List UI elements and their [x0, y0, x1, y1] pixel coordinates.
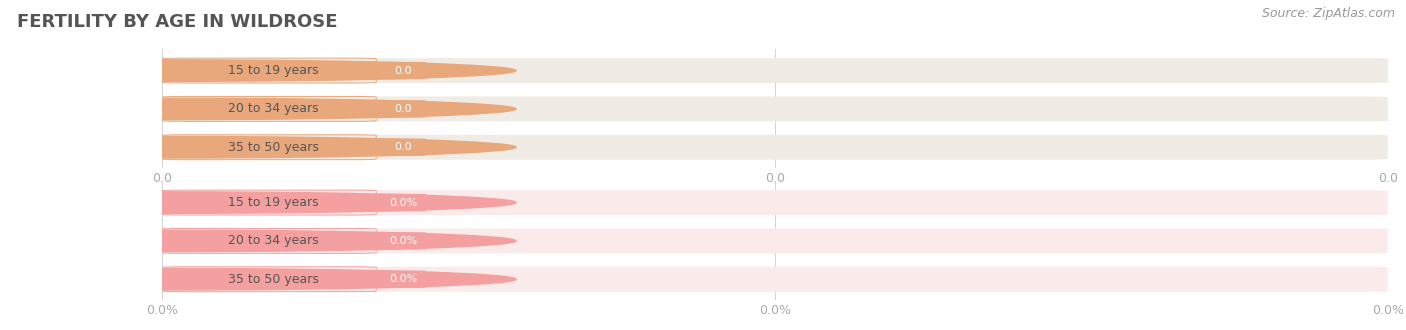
Text: 0.0%: 0.0%: [389, 198, 418, 208]
Text: 0.0: 0.0: [395, 142, 412, 152]
FancyBboxPatch shape: [380, 271, 426, 288]
Text: 0.0%: 0.0%: [389, 274, 418, 284]
Text: 15 to 19 years: 15 to 19 years: [228, 64, 319, 77]
FancyBboxPatch shape: [380, 62, 426, 79]
FancyBboxPatch shape: [162, 58, 377, 83]
Circle shape: [0, 60, 516, 81]
FancyBboxPatch shape: [162, 96, 1388, 121]
Text: 20 to 34 years: 20 to 34 years: [228, 102, 319, 115]
Circle shape: [0, 269, 516, 290]
FancyBboxPatch shape: [380, 139, 426, 156]
Text: Source: ZipAtlas.com: Source: ZipAtlas.com: [1261, 7, 1395, 19]
Text: 35 to 50 years: 35 to 50 years: [228, 141, 319, 154]
Text: 0.0: 0.0: [395, 66, 412, 76]
Circle shape: [0, 192, 516, 213]
FancyBboxPatch shape: [162, 267, 1388, 292]
FancyBboxPatch shape: [162, 96, 377, 121]
Text: 35 to 50 years: 35 to 50 years: [228, 273, 319, 286]
Text: 15 to 19 years: 15 to 19 years: [228, 196, 319, 209]
FancyBboxPatch shape: [380, 100, 426, 117]
Text: 20 to 34 years: 20 to 34 years: [228, 234, 319, 248]
FancyBboxPatch shape: [162, 190, 1388, 215]
FancyBboxPatch shape: [162, 190, 377, 215]
FancyBboxPatch shape: [162, 135, 377, 160]
Text: 0.0%: 0.0%: [389, 236, 418, 246]
FancyBboxPatch shape: [162, 228, 1388, 253]
Circle shape: [0, 98, 516, 120]
FancyBboxPatch shape: [380, 194, 426, 211]
Circle shape: [0, 137, 516, 158]
Text: 0.0: 0.0: [395, 104, 412, 114]
Text: FERTILITY BY AGE IN WILDROSE: FERTILITY BY AGE IN WILDROSE: [17, 13, 337, 31]
FancyBboxPatch shape: [162, 58, 1388, 83]
Circle shape: [0, 230, 516, 252]
FancyBboxPatch shape: [380, 232, 426, 249]
FancyBboxPatch shape: [162, 228, 377, 253]
FancyBboxPatch shape: [162, 135, 1388, 160]
FancyBboxPatch shape: [162, 267, 377, 292]
